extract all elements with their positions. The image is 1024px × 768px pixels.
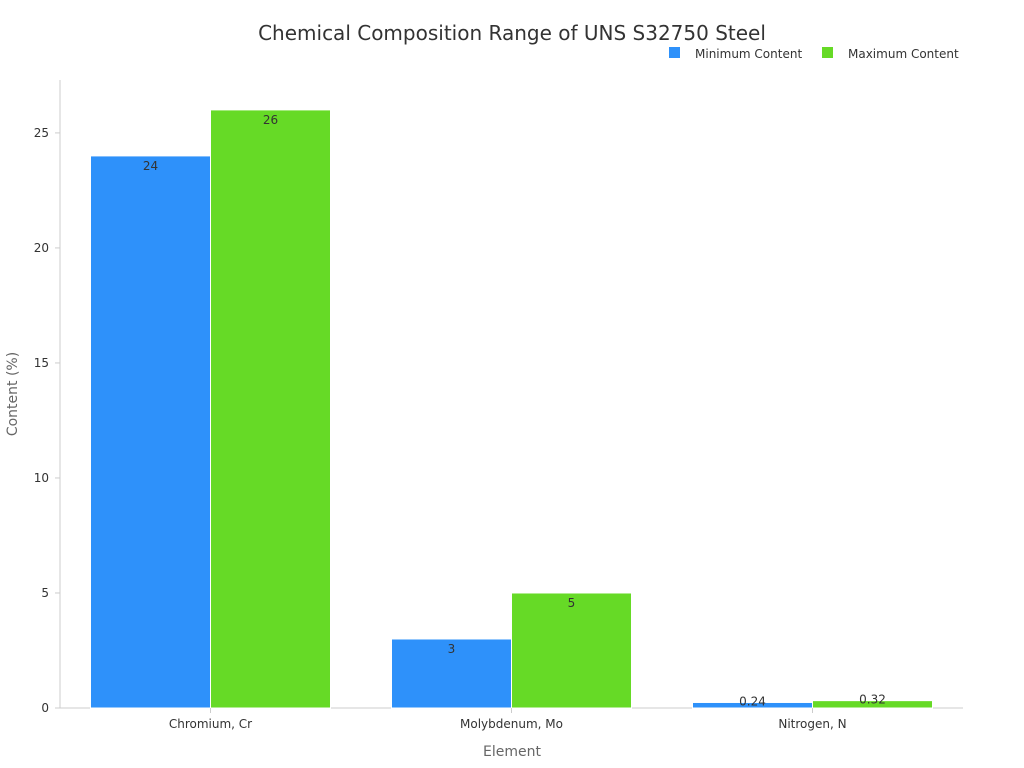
y-tick-label: 25 — [34, 126, 49, 140]
legend-swatch-maximum — [822, 47, 833, 58]
y-tick-label: 10 — [34, 471, 49, 485]
y-ticks: 0 5 10 15 20 25 — [34, 126, 60, 715]
legend-label-maximum: Maximum Content — [848, 47, 959, 61]
bar-minimum-0 — [90, 155, 211, 709]
data-label: 0.24 — [739, 694, 766, 708]
legend-swatch-minimum — [669, 47, 680, 58]
data-label: 26 — [263, 113, 278, 127]
data-label: 5 — [568, 596, 576, 610]
legend-label-minimum: Minimum Content — [695, 47, 802, 61]
x-tick-label: Molybdenum, Mo — [460, 717, 563, 731]
legend: Minimum Content Maximum Content — [669, 47, 959, 61]
y-tick-label: 0 — [41, 701, 49, 715]
y-tick-label: 5 — [41, 586, 49, 600]
x-ticks: Chromium, Cr Molybdenum, Mo Nitrogen, N — [169, 708, 847, 731]
bar-maximum-0 — [210, 109, 331, 709]
bar-maximum-2 — [812, 700, 933, 709]
data-label: 3 — [448, 642, 456, 656]
x-tick-label: Nitrogen, N — [778, 717, 846, 731]
chart-title: Chemical Composition Range of UNS S32750… — [258, 21, 766, 45]
y-axis-label: Content (%) — [5, 352, 21, 436]
y-tick-label: 15 — [34, 356, 49, 370]
x-axis-label: Element — [483, 744, 541, 760]
bars: 24 26 3 5 0.24 0.32 — [90, 109, 933, 709]
bar-maximum-1 — [511, 592, 632, 709]
data-label: 0.32 — [859, 693, 886, 707]
x-tick-label: Chromium, Cr — [169, 717, 252, 731]
y-tick-label: 20 — [34, 241, 49, 255]
bar-minimum-1 — [391, 638, 512, 709]
data-label: 24 — [143, 159, 158, 173]
